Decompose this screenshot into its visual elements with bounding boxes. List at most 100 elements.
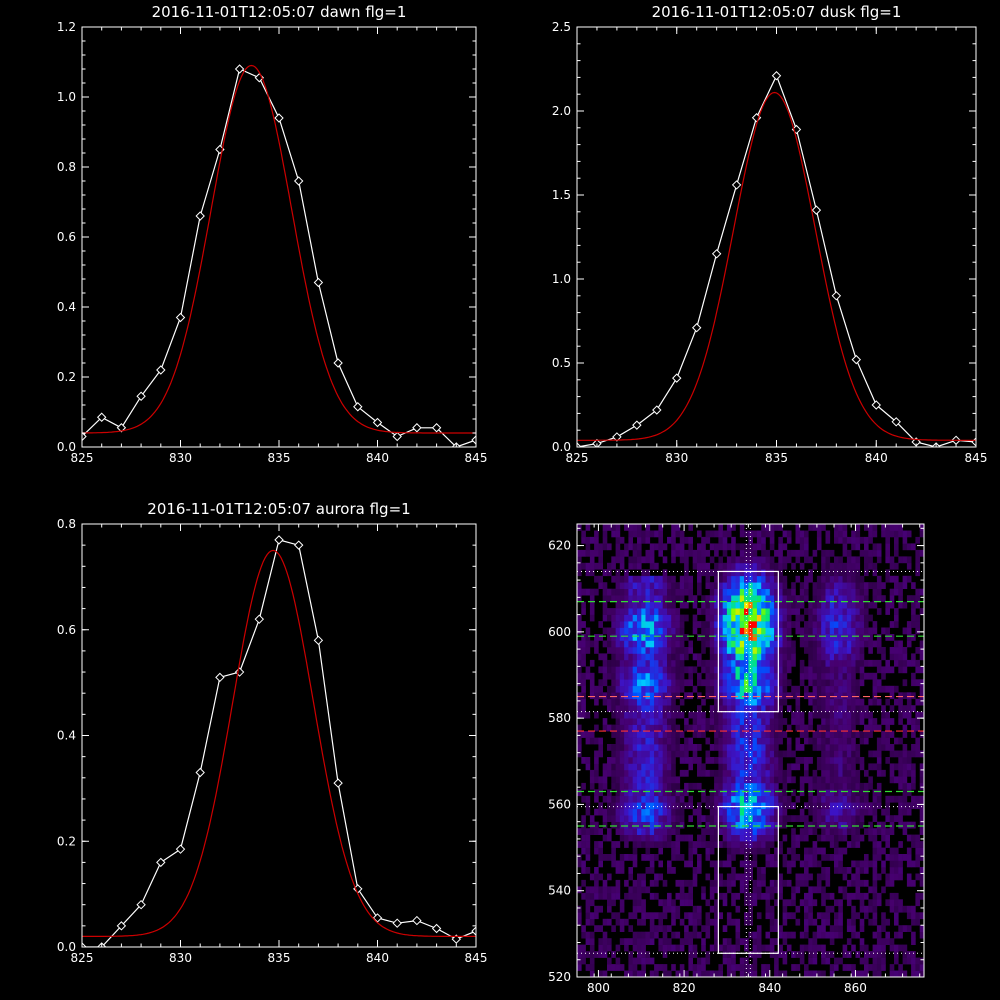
heatmap-cell	[726, 562, 732, 570]
heatmap-cell	[607, 828, 612, 835]
heatmap-cell	[915, 802, 920, 810]
heatmap-cell	[632, 957, 638, 965]
heatmap-cell	[675, 608, 681, 615]
heatmap-cell	[598, 543, 603, 551]
heatmap-cell	[658, 750, 663, 758]
heatmap-cell	[705, 536, 711, 544]
heatmap-cell	[829, 737, 835, 745]
heatmap-cell	[791, 588, 796, 596]
heatmap-cell	[851, 769, 856, 777]
heatmap-cell	[864, 769, 869, 777]
heatmap-cell	[838, 718, 843, 725]
heatmap-cell	[769, 886, 775, 894]
heatmap-cell	[821, 951, 826, 958]
heatmap-cell	[722, 951, 728, 958]
heatmap-cell	[898, 582, 903, 589]
heatmap-cell	[791, 659, 796, 667]
heatmap-cell	[632, 905, 638, 913]
heatmap-cell	[602, 601, 608, 609]
heatmap-cell	[838, 737, 843, 745]
heatmap-cell	[735, 821, 741, 829]
heatmap-cell	[834, 802, 839, 810]
heatmap-cell	[637, 873, 642, 881]
heatmap-cell	[697, 841, 702, 848]
x-tick-label: 830	[169, 451, 192, 465]
heatmap-cell	[889, 731, 895, 738]
heatmap-cell	[692, 867, 698, 874]
heatmap-cell	[825, 549, 831, 557]
heatmap-cell	[855, 698, 861, 706]
heatmap-cell	[589, 931, 595, 939]
heatmap-cell	[658, 608, 663, 615]
heatmap-cell	[654, 789, 659, 797]
heatmap-cell	[756, 763, 762, 771]
heatmap-cell	[722, 757, 728, 764]
heatmap-cell	[829, 698, 835, 706]
heatmap-cell	[667, 821, 672, 829]
heatmap-cell	[786, 549, 792, 557]
heatmap-cell	[735, 782, 741, 790]
heatmap-cell	[585, 964, 591, 971]
heatmap-cell	[718, 731, 723, 738]
heatmap-cell	[846, 698, 852, 706]
data-point	[471, 435, 476, 445]
heatmap-cell	[735, 666, 741, 674]
heatmap-cell	[795, 795, 801, 803]
heatmap-cell	[607, 802, 612, 810]
heatmap-cell	[808, 647, 813, 654]
heatmap-cell	[667, 672, 672, 680]
heatmap-cell	[714, 925, 719, 932]
heatmap-cell	[748, 828, 753, 835]
heatmap-cell	[786, 692, 792, 700]
heatmap-cell	[889, 879, 895, 887]
heatmap-cell	[868, 549, 873, 557]
heatmap-cell	[756, 569, 762, 577]
heatmap-cell	[748, 692, 753, 700]
heatmap-cell	[722, 588, 728, 596]
heatmap-cell	[825, 757, 831, 764]
heatmap-cell	[851, 795, 856, 803]
x-tick-label: 845	[465, 451, 488, 465]
plot-frame	[81, 523, 477, 948]
heatmap-cell	[722, 614, 728, 622]
heatmap-cell	[675, 912, 681, 920]
heatmap-cell	[838, 757, 843, 764]
heatmap-cell	[739, 653, 745, 661]
heatmap-cell	[709, 828, 715, 835]
heatmap-cell	[881, 711, 886, 719]
heatmap-cell	[825, 782, 831, 790]
heatmap-cell	[808, 569, 813, 577]
heatmap-cell	[821, 588, 826, 596]
heatmap-cell	[812, 653, 818, 661]
heatmap-cell	[641, 938, 646, 945]
heatmap-cell	[718, 744, 723, 751]
heatmap-cell	[679, 549, 685, 557]
heatmap-cell	[765, 757, 771, 764]
heatmap-cell	[671, 608, 676, 615]
heatmap-cell	[778, 524, 783, 531]
heatmap-cell	[615, 808, 621, 816]
heatmap-cell	[739, 530, 745, 538]
heatmap-cell	[658, 698, 663, 706]
heatmap-cell	[615, 705, 621, 712]
heatmap-cell	[752, 595, 758, 602]
heatmap-cell	[692, 847, 698, 855]
heatmap-cell	[632, 634, 638, 641]
heatmap-cell	[701, 724, 706, 732]
heatmap-cell	[645, 711, 651, 719]
heatmap-cell	[782, 931, 788, 939]
heatmap-cell	[808, 634, 813, 641]
heatmap-cell	[765, 815, 771, 822]
heatmap-cell	[902, 821, 908, 829]
heatmap-cell	[602, 931, 608, 939]
heatmap-cell	[731, 666, 736, 674]
heatmap-cell	[744, 718, 749, 725]
heatmap-cell	[671, 795, 676, 803]
heatmap-cell	[804, 543, 809, 551]
heatmap-cell	[705, 795, 711, 803]
heatmap-cell	[649, 672, 655, 680]
heatmap-cell	[628, 925, 633, 932]
heatmap-cell	[637, 543, 642, 551]
heatmap-cell	[855, 692, 861, 700]
heatmap-cell	[679, 795, 685, 803]
